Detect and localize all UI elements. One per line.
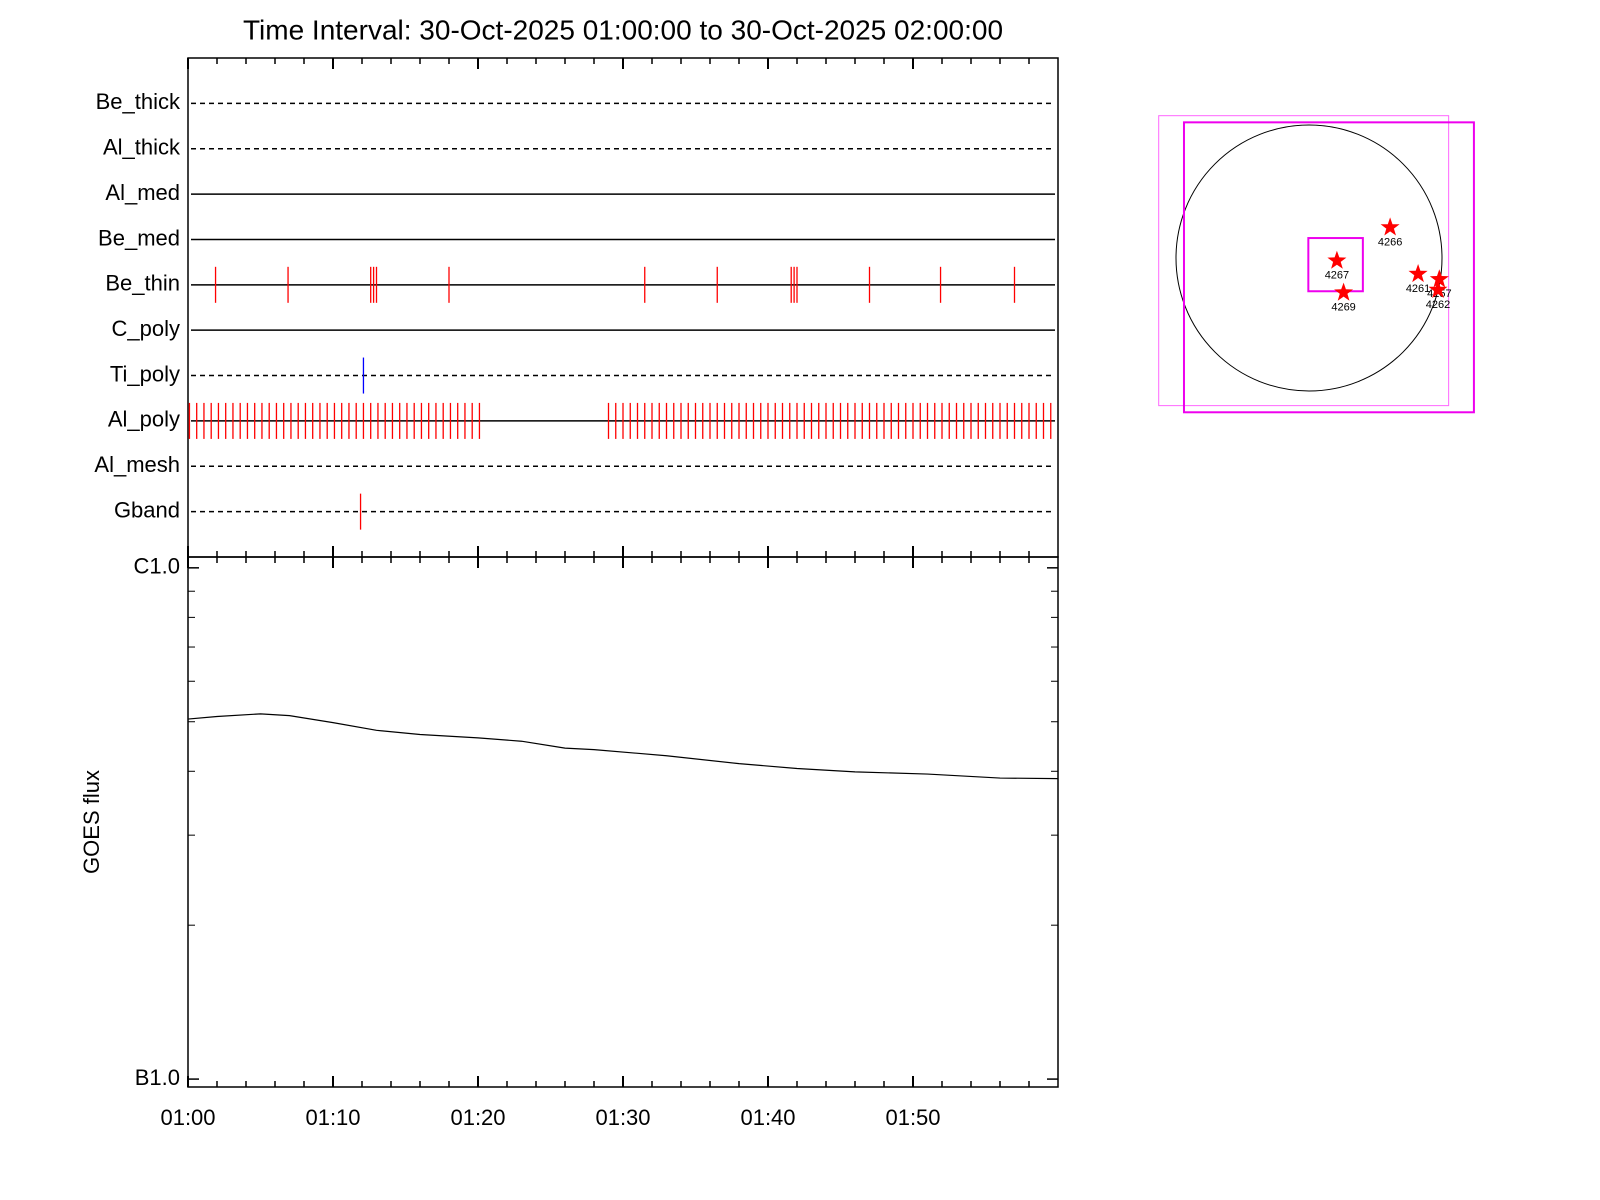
x-tick-label: 01:00 (160, 1105, 215, 1130)
fov-box (1158, 115, 1450, 407)
row-label: Al_thick (103, 135, 181, 160)
row-label: Al_poly (108, 407, 180, 432)
row-label: Be_thick (96, 89, 181, 114)
row-label: Gband (114, 497, 180, 522)
row-label: Al_mesh (94, 452, 180, 477)
y-tick-label: B1.0 (135, 1065, 180, 1090)
region-marker (1408, 264, 1428, 283)
chart-title: Time Interval: 30-Oct-2025 01:00:00 to 3… (243, 14, 1003, 45)
row-label: Al_med (105, 180, 180, 205)
x-tick-label: 01:10 (305, 1105, 360, 1130)
x-tick-label: 01:30 (595, 1105, 650, 1130)
region-marker (1380, 217, 1400, 236)
region-marker (1327, 250, 1347, 269)
row-label: C_poly (112, 316, 180, 341)
goes-line (187, 713, 1059, 780)
region-label: 4269 (1331, 301, 1355, 313)
y-tick-label: C1.0 (134, 554, 180, 579)
y-axis-label: GOES flux (79, 770, 104, 874)
row-label: Ti_poly (110, 361, 180, 386)
fov-box (1182, 121, 1475, 414)
region-marker (1429, 269, 1449, 288)
region-label: 4262 (1426, 299, 1450, 311)
region-marker (1428, 279, 1448, 298)
region-label: 4267 (1325, 270, 1349, 282)
fov-box (1307, 237, 1364, 293)
x-tick-label: 01:50 (885, 1105, 940, 1130)
solar-disk (1175, 124, 1443, 392)
row-label: Be_thin (105, 271, 180, 296)
x-tick-label: 01:40 (740, 1105, 795, 1130)
region-label: 4261 (1406, 283, 1430, 295)
row-label: Be_med (98, 225, 180, 250)
x-tick-label: 01:20 (450, 1105, 505, 1130)
region-label: 4266 (1378, 236, 1402, 248)
region-marker (1334, 282, 1354, 301)
